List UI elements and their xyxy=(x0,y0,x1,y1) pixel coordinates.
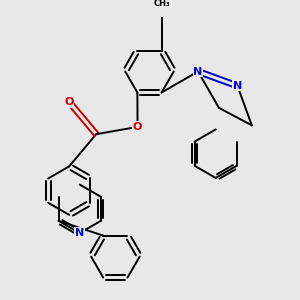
Text: N: N xyxy=(75,228,84,238)
Text: CH₃: CH₃ xyxy=(153,0,170,8)
Text: N: N xyxy=(194,67,202,76)
Text: N: N xyxy=(233,81,242,91)
Text: O: O xyxy=(133,122,142,132)
Text: O: O xyxy=(64,97,74,107)
